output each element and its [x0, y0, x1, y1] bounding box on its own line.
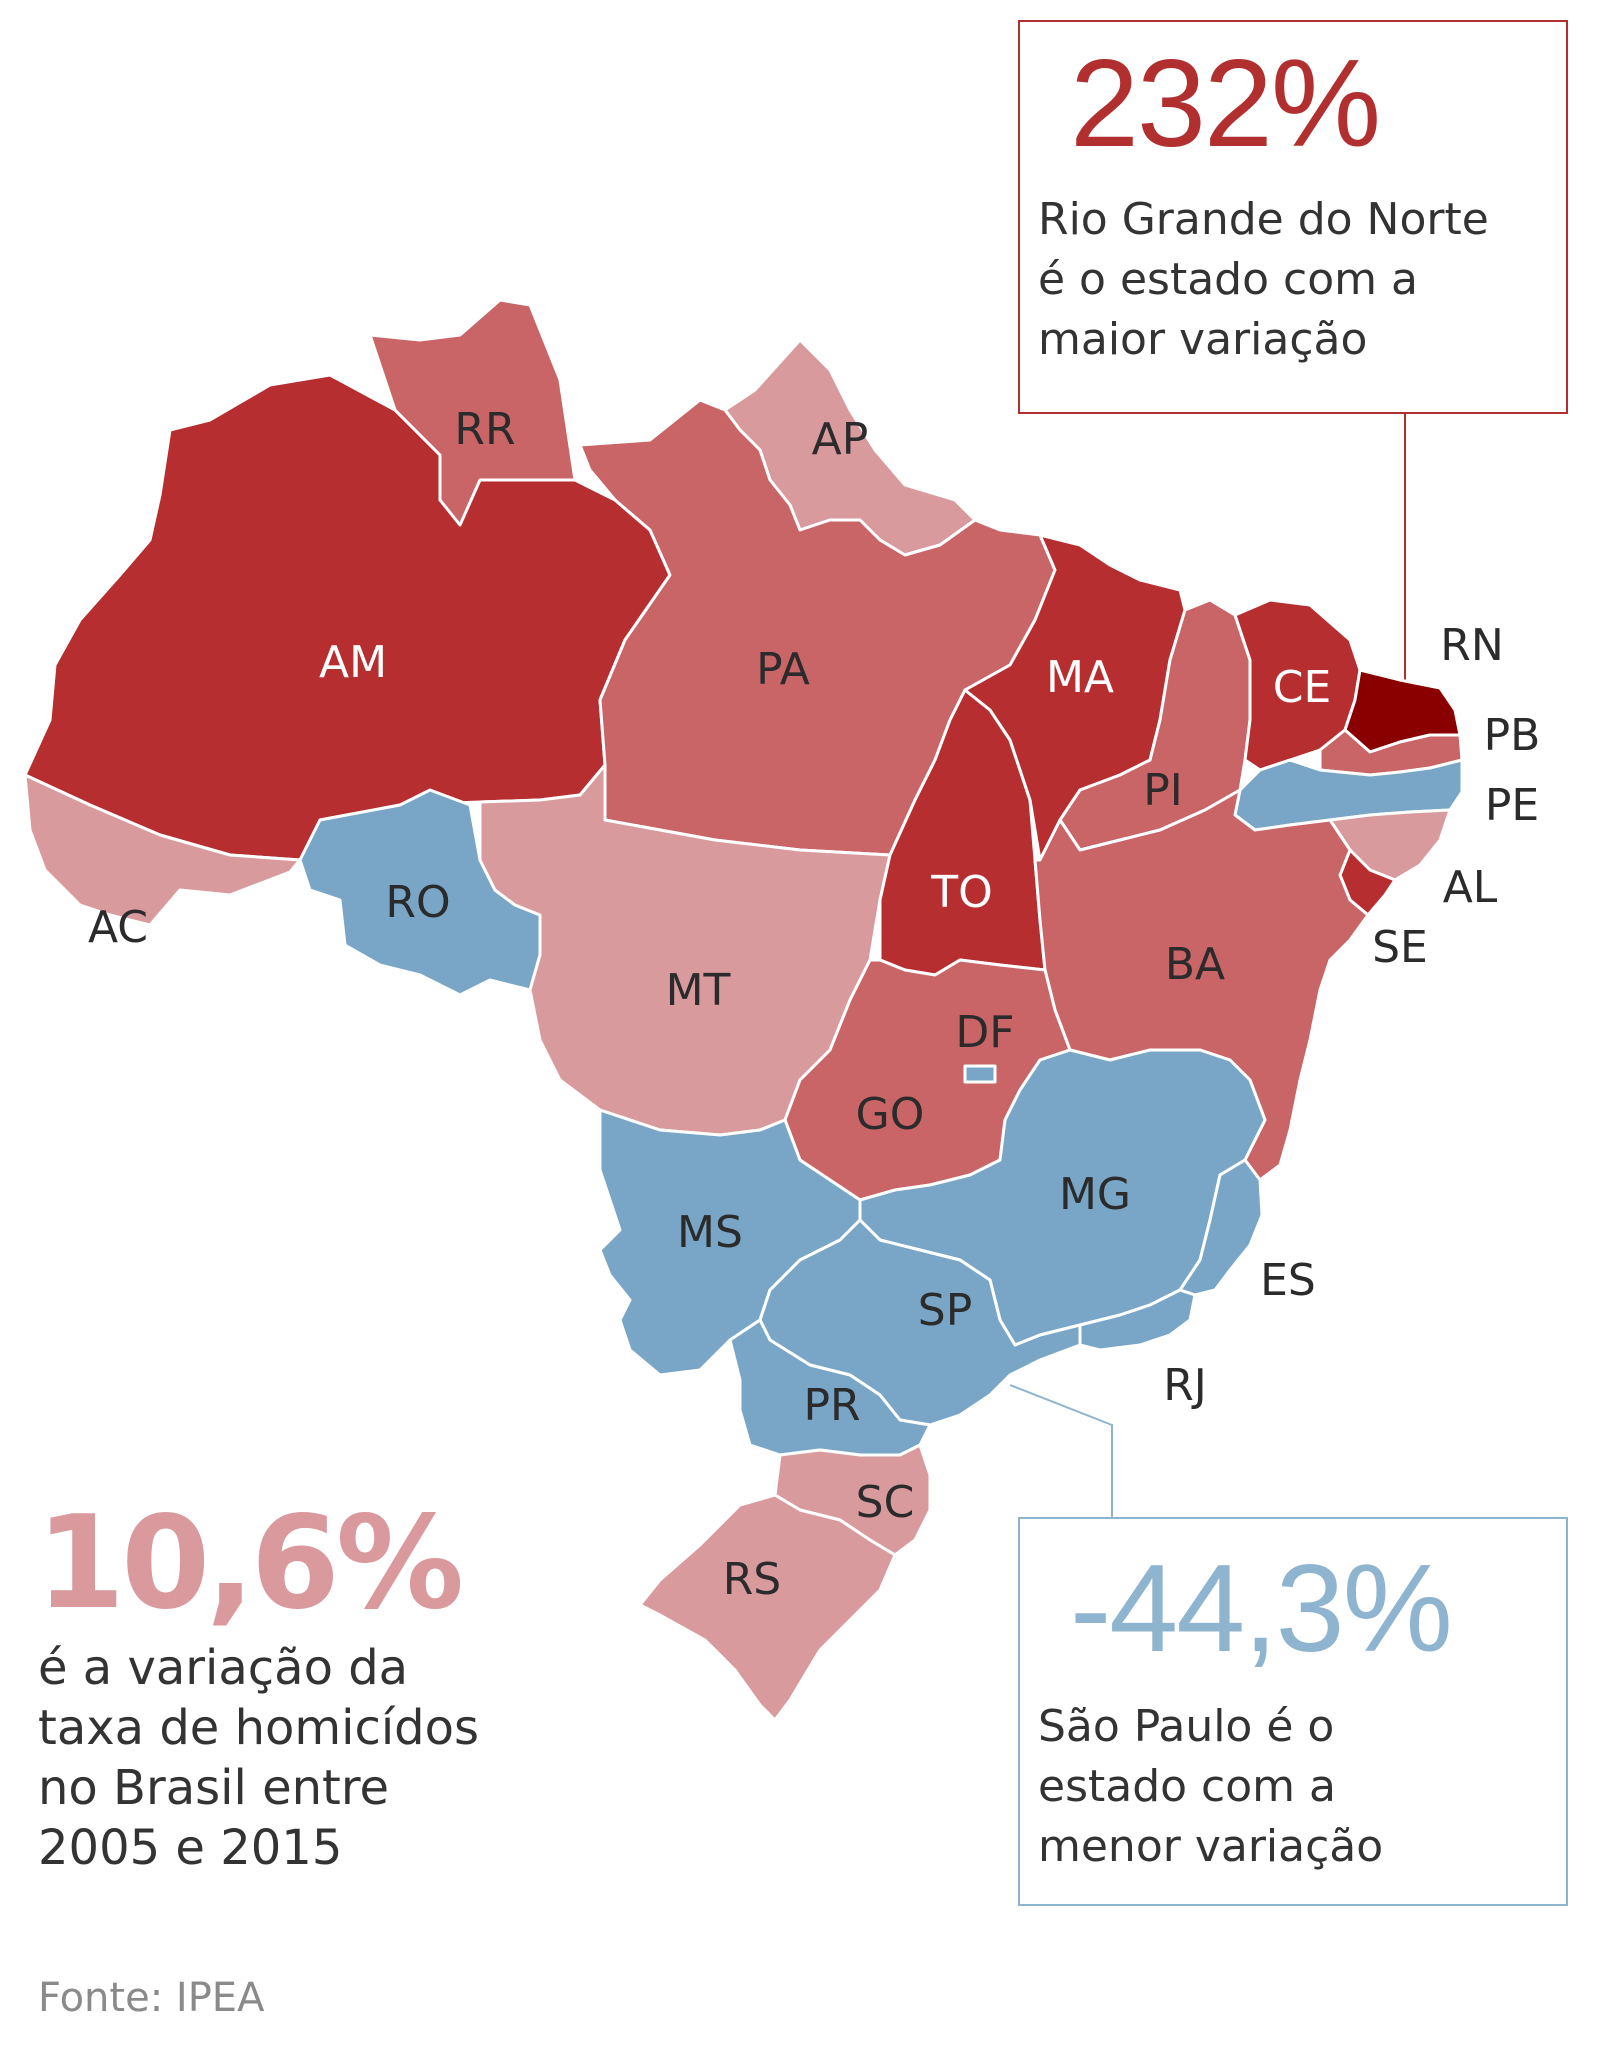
- min-variation-text: São Paulo é o estado com a menor variaçã…: [1038, 1697, 1554, 1877]
- state-label-RS: RS: [723, 1554, 782, 1605]
- min-variation-callout: -44,3% São Paulo é o estado com a menor …: [1018, 1517, 1568, 1906]
- state-label-PA: PA: [756, 644, 810, 695]
- state-label-MT: MT: [666, 965, 731, 1016]
- state-RS[interactable]: [638, 1493, 897, 1722]
- state-label-RN: RN: [1440, 620, 1504, 671]
- state-DF[interactable]: [963, 1064, 997, 1084]
- state-label-DF: DF: [955, 1007, 1014, 1058]
- state-label-RO: RO: [385, 877, 450, 928]
- max-variation-line: Rio Grande do Norte: [1038, 194, 1489, 245]
- leader-line-sp: [1009, 1384, 1113, 1517]
- national-variation-line: taxa de homicídos: [38, 1700, 480, 1756]
- min-variation-line: São Paulo é o: [1038, 1701, 1335, 1752]
- state-label-PR: PR: [803, 1380, 860, 1431]
- state-label-MA: MA: [1046, 652, 1114, 703]
- min-variation-value: -44,3%: [1070, 1540, 1453, 1678]
- state-AM[interactable]: [23, 373, 672, 862]
- state-label-CE: CE: [1273, 662, 1332, 713]
- min-variation-line: estado com a: [1038, 1761, 1336, 1812]
- national-variation-line: no Brasil entre: [38, 1760, 390, 1816]
- state-RJ[interactable]: [1078, 1288, 1197, 1352]
- state-ES[interactable]: [1178, 1158, 1264, 1297]
- national-variation-text: é a variação da taxa de homicídos no Bra…: [38, 1638, 598, 1878]
- state-label-RR: RR: [454, 404, 515, 455]
- state-label-SC: SC: [856, 1477, 915, 1528]
- max-variation-line: maior variação: [1038, 314, 1368, 365]
- max-variation-line: é o estado com a: [1038, 254, 1418, 305]
- state-AC[interactable]: [23, 773, 302, 927]
- state-label-AL: AL: [1443, 862, 1498, 913]
- national-variation-line: é a variação da: [38, 1640, 409, 1696]
- state-label-RJ: RJ: [1163, 1360, 1207, 1411]
- max-variation-callout: 232% Rio Grande do Norte é o estado com …: [1018, 20, 1568, 414]
- min-variation-line: menor variação: [1038, 1821, 1384, 1872]
- national-variation-value: 10,6%: [36, 1489, 464, 1638]
- state-label-AC: AC: [88, 902, 148, 953]
- state-label-ES: ES: [1260, 1255, 1316, 1306]
- state-label-PB: PB: [1484, 710, 1541, 761]
- max-variation-text: Rio Grande do Norte é o estado com a mai…: [1038, 190, 1554, 370]
- state-label-MS: MS: [677, 1207, 743, 1258]
- state-label-AM: AM: [319, 637, 387, 688]
- state-label-PE: PE: [1485, 780, 1539, 831]
- state-label-TO: TO: [930, 867, 993, 918]
- source-credit: Fonte: IPEA: [38, 1975, 265, 2021]
- state-RR[interactable]: [368, 298, 577, 527]
- state-label-SP: SP: [918, 1285, 972, 1336]
- state-label-MG: MG: [1059, 1169, 1131, 1220]
- state-label-SE: SE: [1372, 922, 1428, 973]
- state-label-PI: PI: [1143, 765, 1183, 816]
- state-label-BA: BA: [1165, 939, 1225, 990]
- national-variation-line: 2005 e 2015: [38, 1820, 343, 1876]
- state-label-AP: AP: [812, 414, 869, 465]
- state-label-GO: GO: [856, 1089, 925, 1140]
- max-variation-value: 232%: [1070, 35, 1381, 173]
